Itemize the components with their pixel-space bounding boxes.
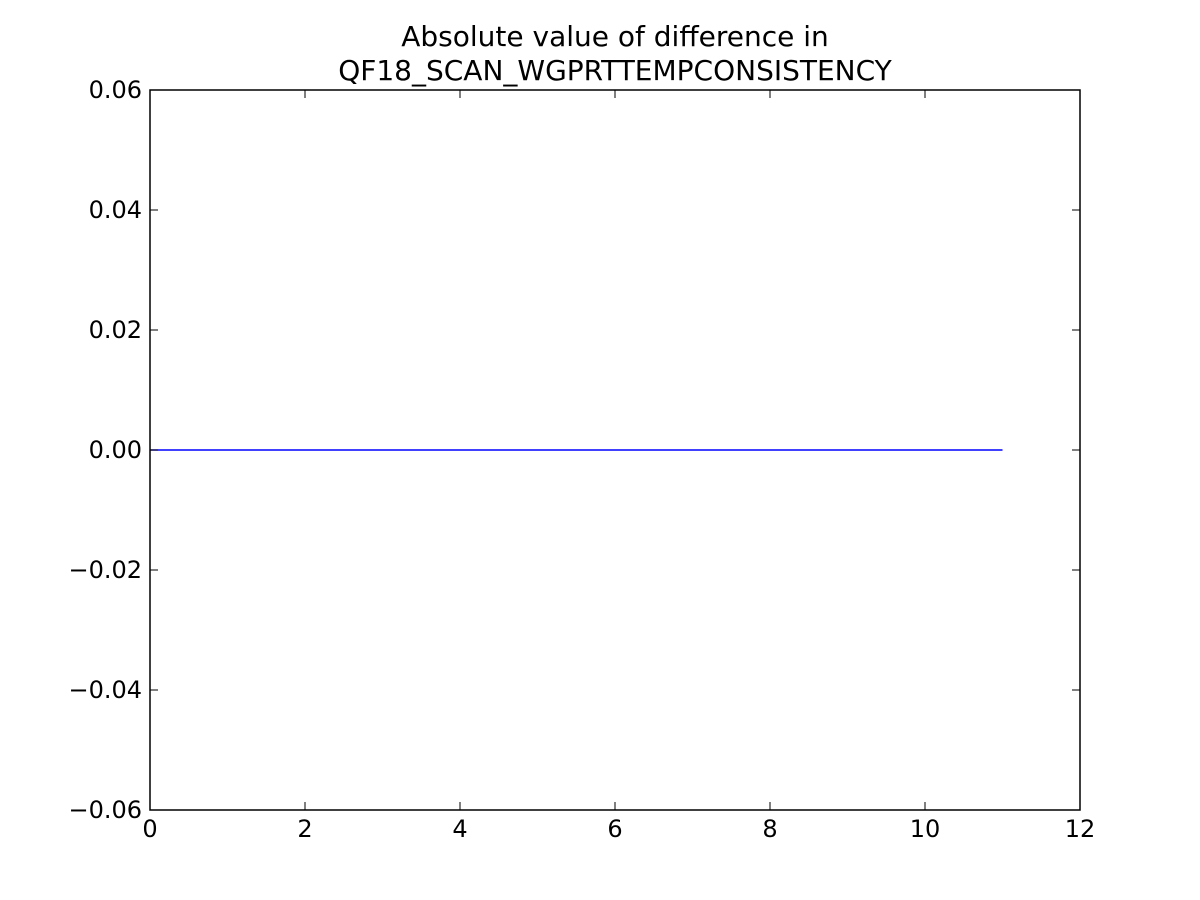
y-tick-label: 0.02 — [89, 316, 142, 344]
ticks-layer: 0 2 4 6 8 10 12 −0.06 −0.04 −0.02 0.00 0.02 0.04 0.06 — [68, 76, 1095, 843]
x-tick-label: 12 — [1065, 815, 1096, 843]
y-tick-label: −0.04 — [68, 676, 142, 704]
chart-title-line-1: Absolute value of difference in — [401, 20, 829, 53]
y-tick-label: −0.02 — [68, 556, 142, 584]
x-tick-label: 8 — [762, 815, 777, 843]
x-tick-label: 4 — [452, 815, 467, 843]
x-tick-label: 2 — [297, 815, 312, 843]
plot-frame — [149, 89, 1081, 811]
x-tick-label: 10 — [910, 815, 941, 843]
y-tick-label: 0.06 — [89, 76, 142, 104]
y-tick-label: −0.06 — [68, 796, 142, 824]
chart-title-line-2: QF18_SCAN_WGPRTTEMPCONSISTENCY — [338, 54, 892, 87]
y-tick-label: 0.00 — [89, 436, 142, 464]
x-tick-label: 6 — [607, 815, 622, 843]
y-tick-label: 0.04 — [89, 196, 142, 224]
x-tick-label: 0 — [142, 815, 157, 843]
